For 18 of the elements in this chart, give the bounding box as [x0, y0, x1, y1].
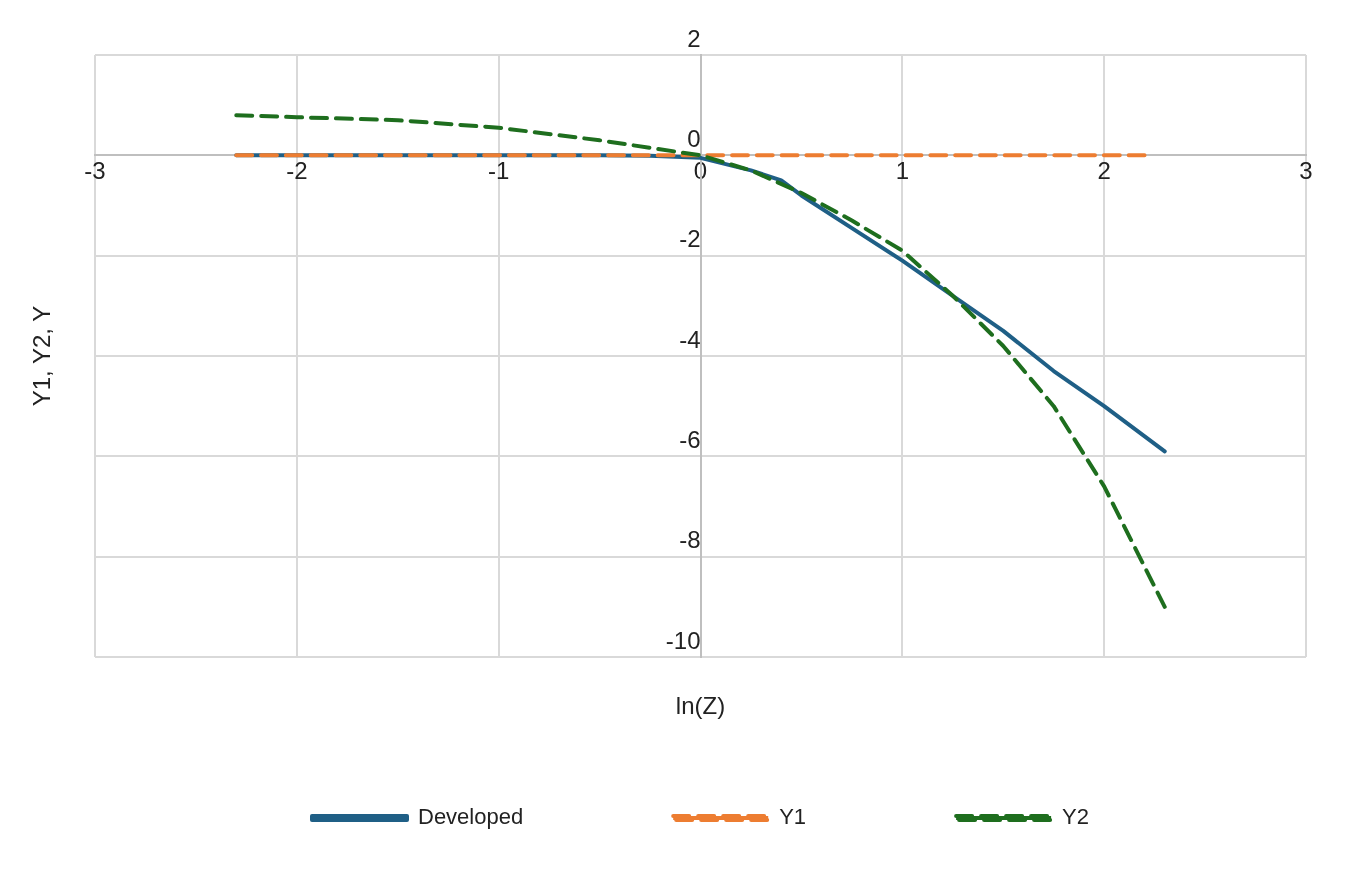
legend-label: Y2 — [1062, 804, 1090, 830]
x-tick-label: 3 — [1299, 157, 1313, 185]
x-tick-label: 1 — [895, 157, 910, 185]
x-axis-title: ln(Z) — [675, 691, 726, 719]
y-axis-title: Y1, Y2, Y — [27, 305, 55, 407]
x-tick-label: 2 — [1097, 157, 1111, 185]
legend-label: Developed — [418, 804, 524, 830]
x-tick-label: -2 — [286, 157, 308, 185]
y-tick-label: -4 — [679, 325, 701, 353]
y-tick-label: -2 — [679, 225, 701, 253]
y-tick-label: -8 — [679, 526, 701, 554]
x-tick-label: -3 — [84, 157, 106, 185]
x-tick-label: -1 — [487, 157, 510, 185]
legend-label: Y1 — [779, 804, 807, 830]
y-tick-label: 0 — [687, 124, 701, 152]
y-tick-label: -10 — [665, 626, 701, 654]
y-tick-label: 2 — [687, 24, 701, 52]
y-tick-label: -6 — [679, 425, 701, 453]
